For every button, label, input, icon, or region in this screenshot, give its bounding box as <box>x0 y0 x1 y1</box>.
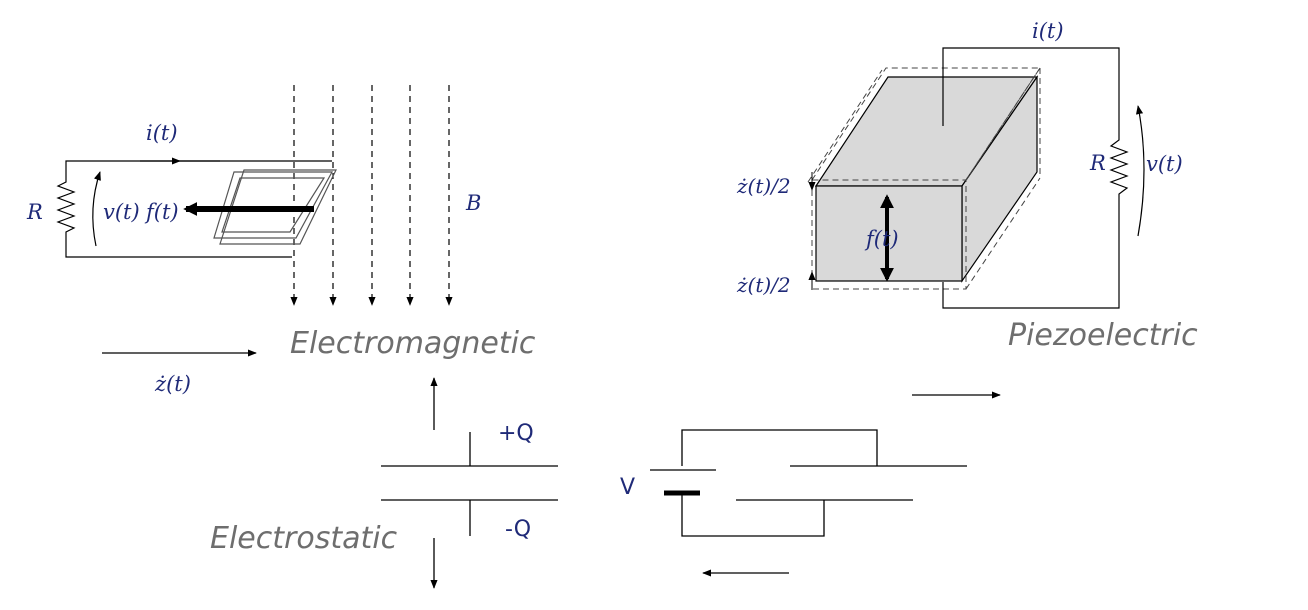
electrostatic-caption: Electrostatic <box>210 521 398 556</box>
plus-charge-label: +Q <box>498 421 534 446</box>
battery-voltage-label: V <box>620 475 635 500</box>
piezoelectric-caption: Piezoelectric <box>1008 318 1198 353</box>
piezo-force-label: f(t) <box>864 227 899 251</box>
electromagnetic-caption: Electromagnetic <box>290 326 536 361</box>
em-resistor-icon <box>56 176 76 238</box>
em-velocity-label: ż(t) <box>154 372 191 396</box>
electrostatic-section: +Q -Q V Electrostatic <box>210 377 967 589</box>
piezoelectric-section: i(t) R v(t) f(t) ż(t)/2 ż(t)/2 Piezoelec… <box>736 19 1198 399</box>
minus-charge-label: -Q <box>505 517 531 542</box>
piezo-top-velocity-label: ż(t)/2 <box>736 174 791 198</box>
em-voltage-arrow <box>92 171 101 247</box>
piezo-resistor-icon <box>1109 118 1129 202</box>
coil-icon <box>213 169 337 245</box>
piezo-voltage-label: v(t) <box>1146 152 1183 176</box>
em-current-label: i(t) <box>146 121 178 145</box>
piezo-bottom-velocity-label: ż(t)/2 <box>736 273 791 297</box>
em-resistor-label: R <box>26 200 43 224</box>
electromagnetic-section: i(t) R v(t) f(t) B ż(t) Electromagnetic <box>26 85 536 396</box>
piezo-expansion-outline <box>807 67 1041 290</box>
sliding-capacitor-circuit <box>650 429 967 537</box>
piezo-current-label: i(t) <box>1032 19 1064 43</box>
piezo-resistor-label: R <box>1089 151 1106 175</box>
field-label: B <box>465 191 481 215</box>
magnetic-field-lines <box>290 85 453 306</box>
em-force-label: f(t) <box>144 200 179 224</box>
em-voltage-label: v(t) <box>103 200 140 224</box>
piezo-voltage-arrow <box>1136 105 1145 237</box>
capacitor-icon <box>381 432 558 536</box>
piezo-circuit-wires <box>942 47 1120 309</box>
